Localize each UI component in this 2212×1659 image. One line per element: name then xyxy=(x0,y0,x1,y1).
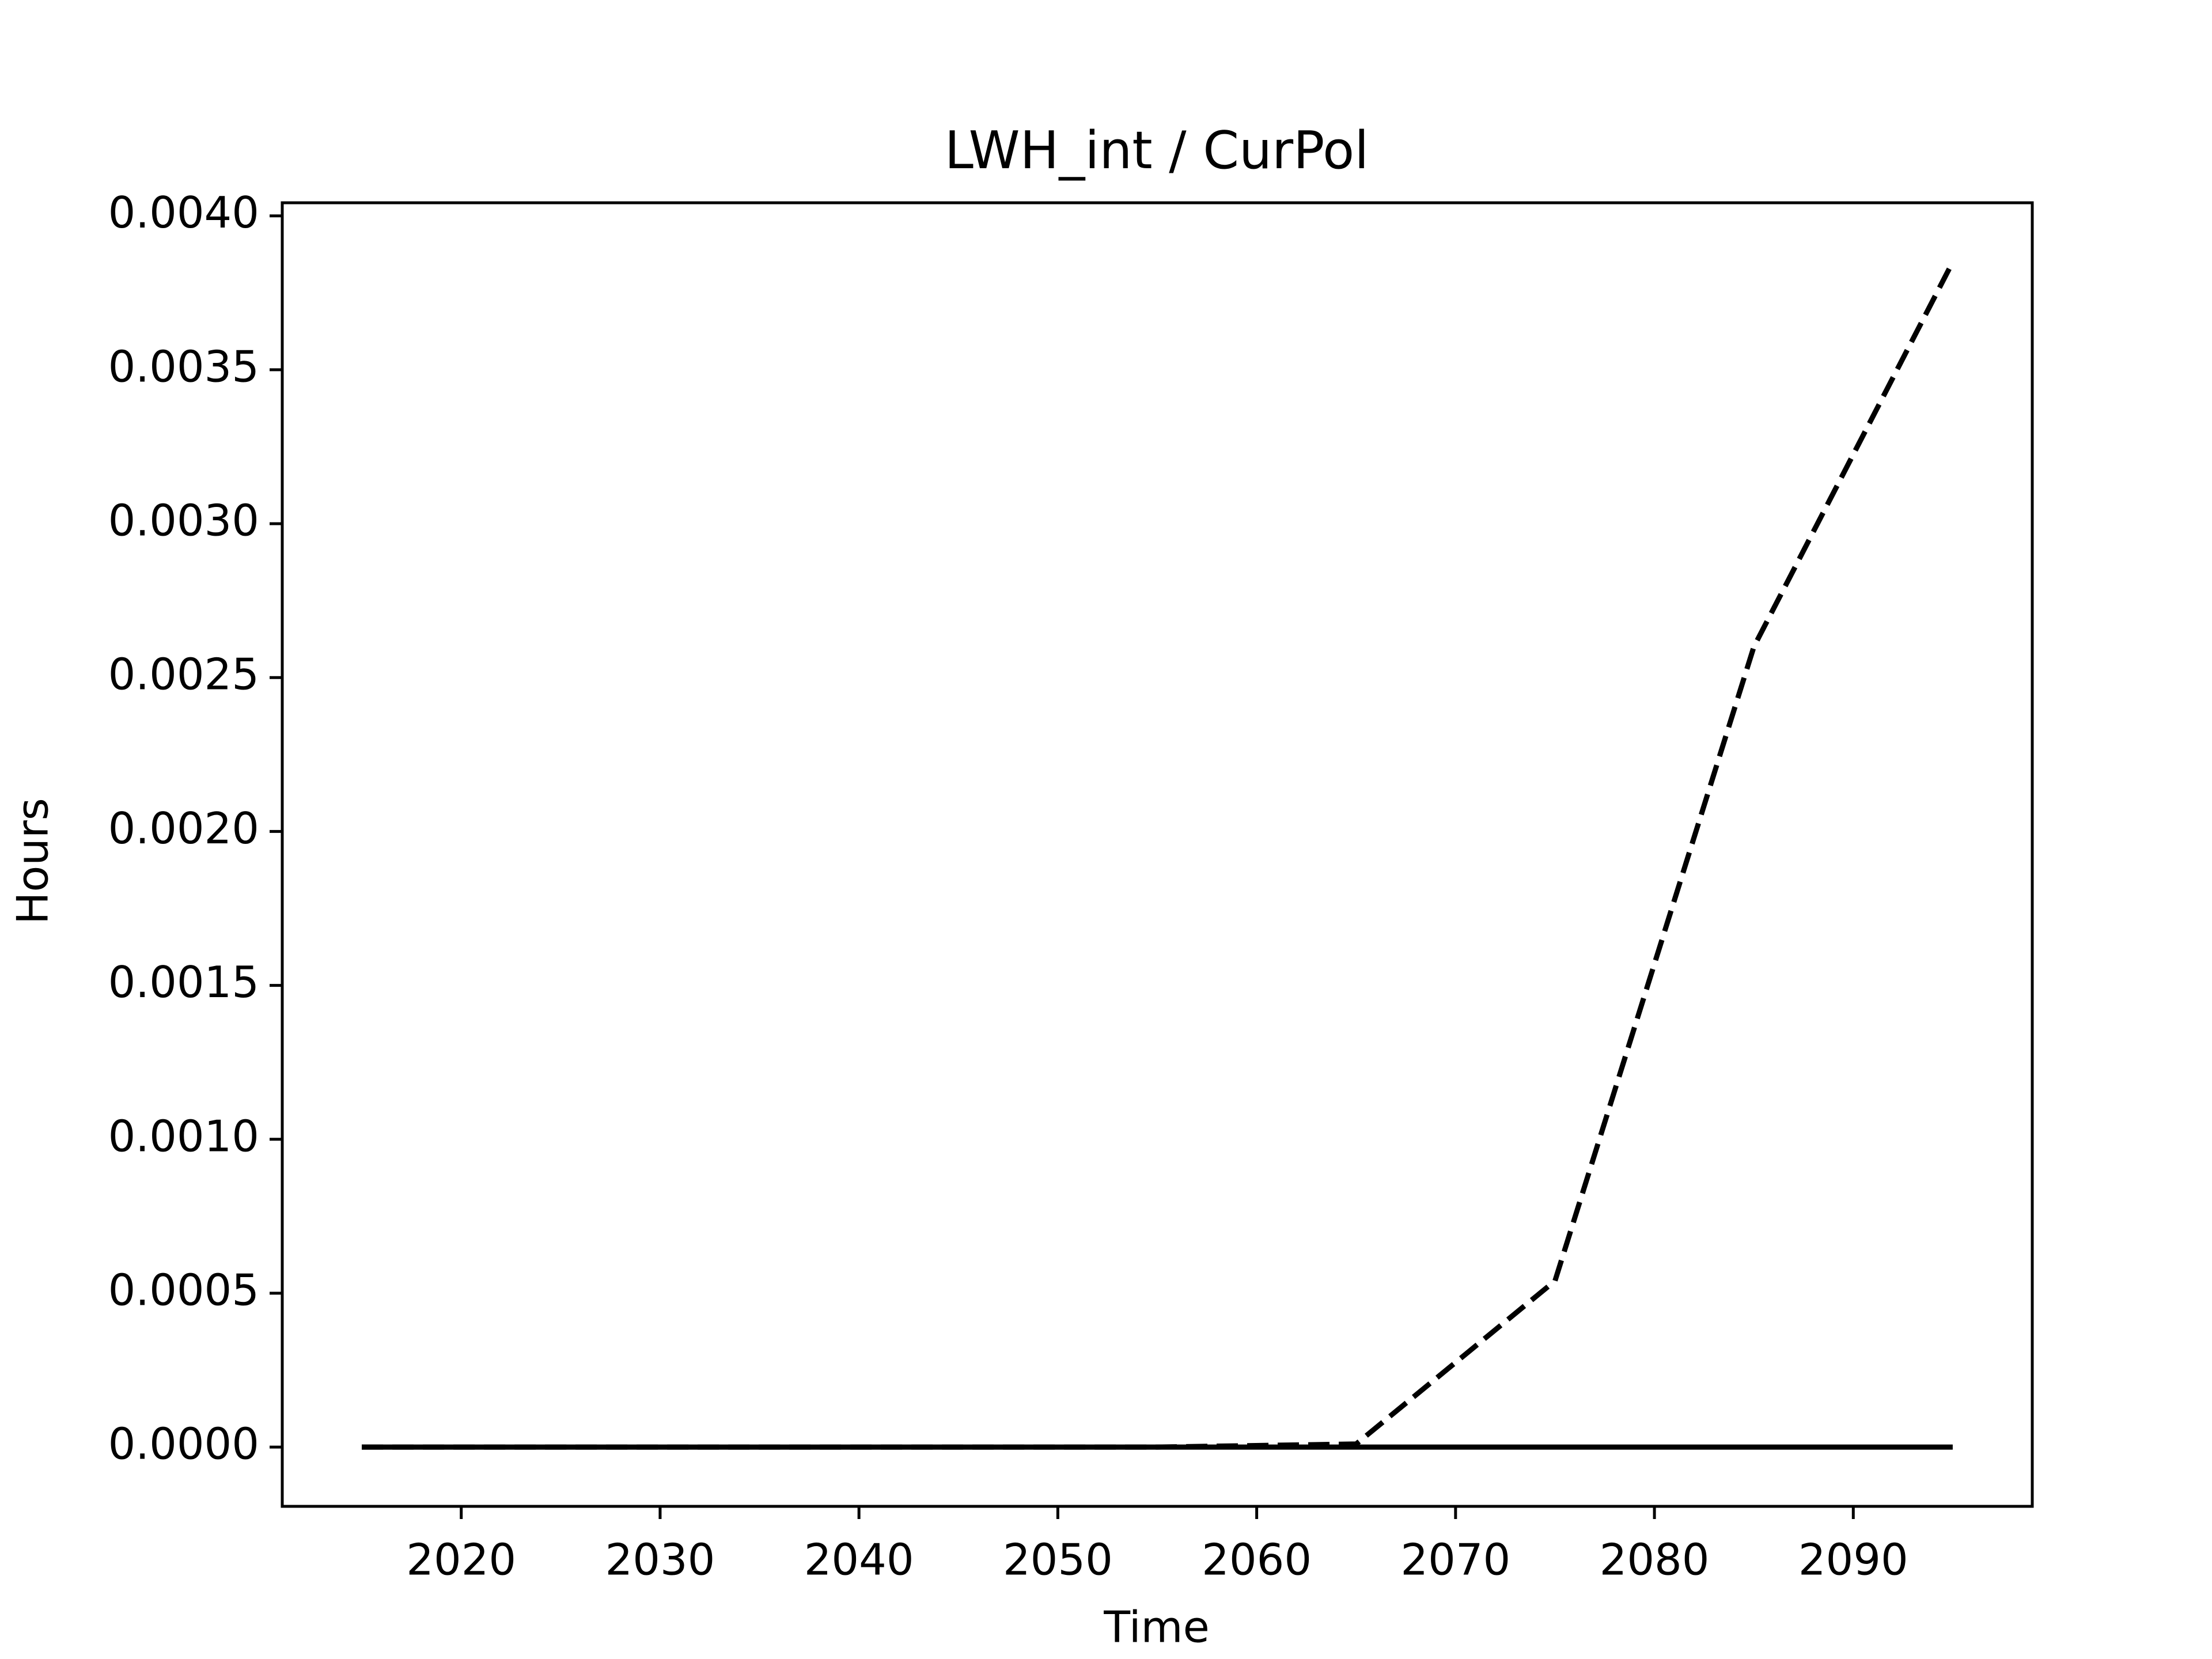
x-tick-label: 2040 xyxy=(804,1535,914,1585)
y-tick-label: 0.0000 xyxy=(108,1419,259,1469)
y-tick-label: 0.0020 xyxy=(108,803,259,854)
x-tick-label: 2050 xyxy=(1003,1535,1113,1585)
y-tick-label: 0.0035 xyxy=(108,341,259,392)
y-tick-label: 0.0005 xyxy=(108,1264,259,1315)
x-tick-label: 2070 xyxy=(1400,1535,1510,1585)
x-tick-label: 2030 xyxy=(605,1535,715,1585)
y-tick-label: 0.0015 xyxy=(108,957,259,1007)
y-tick-label: 0.0025 xyxy=(108,649,259,700)
y-axis-label: Hours xyxy=(7,798,58,925)
x-tick-label: 2080 xyxy=(1600,1535,1710,1585)
y-tick-label: 0.0030 xyxy=(108,495,259,546)
x-axis-label: Time xyxy=(1103,1602,1210,1653)
plot-frame xyxy=(281,201,2034,1508)
y-tick-label: 0.0040 xyxy=(108,187,259,238)
x-tick-label: 2020 xyxy=(406,1535,516,1585)
line-series xyxy=(362,260,1955,1450)
chart-title: LWH_int / CurPol xyxy=(945,120,1369,181)
x-tick-label: 2060 xyxy=(1202,1535,1312,1585)
x-tick-label: 2090 xyxy=(1798,1535,1908,1585)
y-tick-label: 0.0010 xyxy=(108,1111,259,1161)
